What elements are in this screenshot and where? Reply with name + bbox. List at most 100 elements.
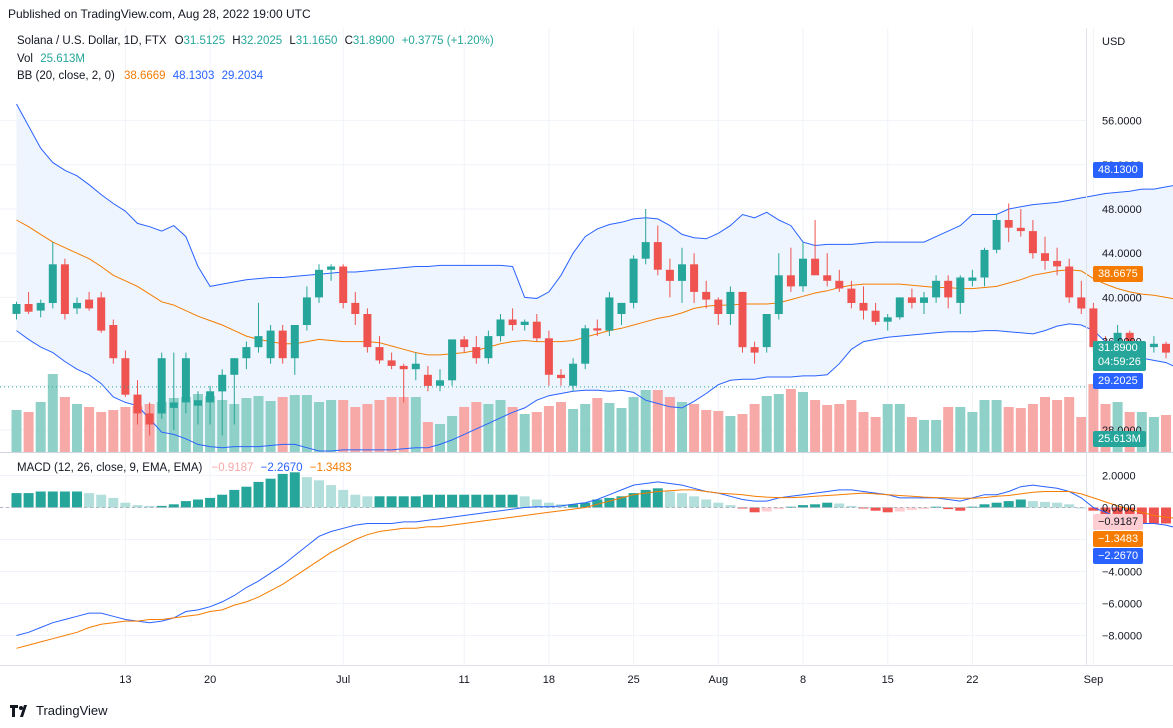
volume-bar xyxy=(822,405,833,452)
volume-bar xyxy=(798,392,808,452)
macd-histogram-bar xyxy=(955,507,966,511)
bollinger-basis-value: 38.6669 xyxy=(124,70,166,82)
candle-body xyxy=(629,258,638,303)
candle-body xyxy=(363,314,372,348)
candle-body xyxy=(206,391,215,403)
volume-bar xyxy=(580,404,591,452)
macd-histogram-bar xyxy=(834,503,845,508)
candle-body xyxy=(920,297,928,303)
volume-bar xyxy=(556,402,566,452)
macd-histogram-bar xyxy=(314,480,324,508)
volume-bar xyxy=(471,402,482,452)
volume-bar xyxy=(882,404,893,452)
candle-body xyxy=(811,258,820,276)
macd-histogram-bar xyxy=(858,507,869,509)
candle-body xyxy=(133,394,142,414)
candle-body xyxy=(266,330,275,359)
candle-body xyxy=(714,299,723,314)
price-tick-label: 44.0000 xyxy=(1102,248,1142,260)
candle-body xyxy=(653,242,662,270)
macd-histogram-bar xyxy=(713,502,724,508)
volume-bar xyxy=(1052,400,1063,452)
macd-histogram-bar xyxy=(979,504,990,508)
volume-bar xyxy=(1027,404,1038,452)
candle-body xyxy=(218,374,227,392)
candle-body xyxy=(399,365,408,370)
macd-histogram-bar xyxy=(11,493,22,508)
macd-histogram-bar xyxy=(725,505,736,508)
bollinger-label[interactable]: BB (20, close, 2, 0) xyxy=(17,70,115,82)
candle-body xyxy=(472,347,481,359)
candle-body xyxy=(278,330,287,359)
bollinger-upper-value: 48.1303 xyxy=(172,70,215,82)
symbol-title[interactable]: Solana / U.S. Dollar, 1D, FTX xyxy=(17,35,167,47)
volume-bar xyxy=(906,417,917,452)
candle-body xyxy=(738,291,747,348)
candle-body xyxy=(12,304,21,314)
macd-histogram-bar xyxy=(773,507,784,510)
candle-body xyxy=(448,339,457,381)
macd-histogram-bar xyxy=(1027,501,1038,508)
macd-histogram-bar xyxy=(882,507,893,513)
volume-bar xyxy=(652,390,663,452)
volume-bar xyxy=(1088,384,1099,452)
volume-label[interactable]: Vol xyxy=(17,53,33,65)
candle-body xyxy=(665,269,674,281)
volume-bar xyxy=(894,404,905,452)
candle-body xyxy=(992,220,1001,250)
candle-body xyxy=(109,325,118,359)
macd-histogram-bar xyxy=(689,496,700,508)
macd-histogram-bar xyxy=(120,502,131,508)
volume-bar xyxy=(289,395,300,452)
macd-label[interactable]: MACD (12, 26, close, 9, EMA, EMA) xyxy=(17,462,203,474)
macd-histogram-bar xyxy=(374,496,385,508)
bollinger-upper-line xyxy=(16,103,1173,300)
legend-volume-row: Vol 25.613M xyxy=(17,53,89,65)
candle-body xyxy=(835,280,844,289)
time-tick-label: 18 xyxy=(543,674,555,686)
tag-bb-basis: 38.6675 xyxy=(1093,266,1143,282)
candle-body xyxy=(1016,227,1025,232)
macd-histogram-bar xyxy=(447,494,458,508)
volume-bar xyxy=(592,398,603,452)
macd-histogram-bar xyxy=(701,499,712,508)
candle-body xyxy=(883,317,892,322)
time-tick-label: Sep xyxy=(1084,674,1104,686)
volume-bar xyxy=(314,402,324,452)
macd-histogram-bar xyxy=(338,489,349,508)
macd-histogram-bar xyxy=(628,493,639,508)
candle-body xyxy=(423,374,432,386)
candle-body xyxy=(254,336,263,348)
volume-bar xyxy=(858,412,869,452)
close-value: 31.8900 xyxy=(352,35,395,47)
volume-bar xyxy=(737,414,748,452)
volume-bar xyxy=(955,407,966,452)
volume-bar xyxy=(1003,407,1014,452)
macd-histogram-bar xyxy=(1161,507,1171,524)
macd-histogram-bar xyxy=(568,504,579,508)
candle-body xyxy=(799,258,807,287)
volume-bar xyxy=(701,410,712,452)
candlesticks xyxy=(12,203,1170,436)
macd-histogram-bar xyxy=(289,472,300,508)
candle-body xyxy=(532,321,541,339)
candle-body xyxy=(786,275,795,287)
volume-value: 25.613M xyxy=(40,53,85,65)
volume-bar xyxy=(870,417,881,452)
macd-histogram-bar xyxy=(1040,501,1050,508)
macd-histogram-bar xyxy=(991,502,1002,508)
tag-last-price: 31.8900 04:59:26 xyxy=(1093,341,1146,371)
macd-scale-ticks: 2.0000 0.0000 −4.0000 −6.0000 −8.0000 xyxy=(1102,471,1142,643)
tradingview-logo-icon xyxy=(10,704,30,717)
volume-bar xyxy=(640,390,651,452)
macd-histogram-value: −0.9187 xyxy=(211,462,254,474)
macd-histogram-bar xyxy=(1015,499,1026,508)
macd-histogram-bar xyxy=(507,494,518,508)
candle-body xyxy=(641,242,650,259)
volume-bar xyxy=(773,394,784,452)
candle-body xyxy=(85,299,94,309)
macd-histogram-bar xyxy=(1088,507,1099,511)
candle-body xyxy=(508,319,517,325)
macd-histogram-bar xyxy=(664,491,675,508)
